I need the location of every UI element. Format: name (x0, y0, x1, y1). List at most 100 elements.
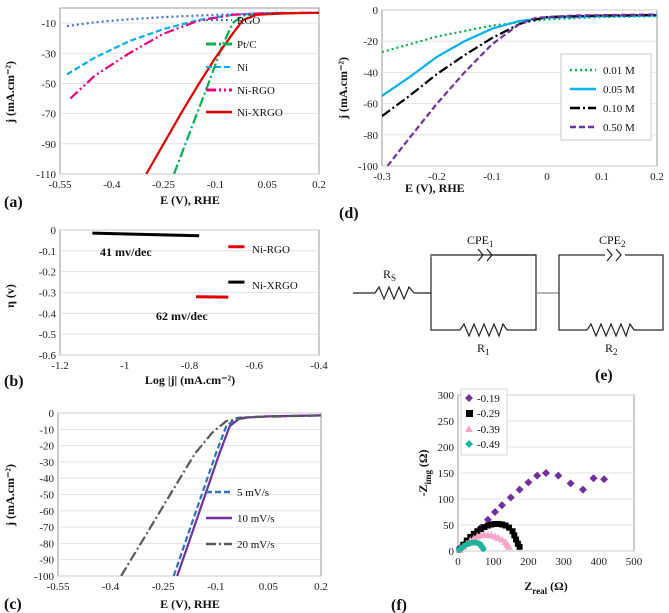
annotation-62-mv-dec: 62 mv/dec (156, 309, 208, 323)
data-point-029 (513, 536, 520, 543)
x-tick-label: -0.8 (181, 360, 199, 372)
data-point-029 (484, 522, 491, 529)
label-r2: R2 (605, 341, 618, 357)
y-tick-label: -80 (363, 130, 378, 142)
x-tick-label: 0 (544, 171, 550, 183)
panel-label-c: (c) (4, 596, 22, 613)
y-tick-label: -60 (363, 99, 378, 111)
data-point-029 (491, 520, 498, 527)
legend-frame (560, 53, 652, 141)
panel-label-a: (a) (4, 194, 23, 210)
cpe1-symbol (477, 248, 484, 262)
x-tick-label: -0.55 (47, 581, 70, 593)
data-point-029 (509, 528, 516, 535)
y-tick-label: -40 (39, 473, 54, 485)
legend-label-ni-xrgo: Ni-XRGO (237, 107, 283, 119)
x-tick-label: 400 (591, 556, 608, 568)
x-tick-label: -0.1 (207, 581, 224, 593)
y-tick-label: -90 (39, 555, 54, 567)
label-rs: RS (383, 267, 396, 283)
y-ticks: 0 -10 -20 -30 -40 -50 -60 -70 -80 -90 -100 (34, 408, 321, 583)
legend-label-20mvs: 20 mV/s (237, 539, 275, 551)
x-tick-label: -0.6 (246, 360, 264, 372)
data-point-019 (515, 485, 524, 494)
series-group (66, 11, 319, 174)
legend-label-ni: Ni (237, 62, 248, 74)
y-tick-label: -110 (36, 169, 56, 181)
y-tick-label: -0.6 (39, 350, 57, 362)
panel-label-e: (e) (595, 367, 613, 384)
x-tick-label: -0.1 (207, 179, 224, 191)
data-point-019 (600, 475, 609, 484)
y-tick-label: -0.3 (39, 288, 57, 300)
x-tick-label: -1.2 (51, 360, 68, 372)
x-tick-label: -0.1 (483, 171, 500, 183)
legend-label-5mvs: 5 mV/s (237, 487, 269, 499)
x-ticks: -1.2 -1 -0.8 -0.6 -0.4 (51, 360, 328, 372)
y-tick-label: -90 (41, 139, 56, 151)
y-axis-label: η (v) (3, 284, 17, 308)
data-point-029 (514, 540, 521, 547)
legend-label-010m: 0.10 M (603, 103, 635, 115)
cpe2-symbol (606, 248, 613, 262)
series-group (382, 13, 657, 166)
parallel-block-2 (558, 254, 664, 331)
y-tick-label: -60 (39, 506, 54, 518)
y-tick-label: -20 (39, 441, 54, 453)
label-cpe1: CPE1 (467, 235, 494, 249)
x-tick-label: -0.55 (49, 179, 72, 191)
series-line-ni-xrgo (145, 11, 319, 174)
legend: 0.01 M 0.05 M 0.10 M 0.50 M (560, 53, 652, 141)
x-tick-label: 300 (555, 556, 572, 568)
legend-label-ni-rgo: Ni-RGO (252, 244, 290, 256)
y-axis-label: j (mA.cm⁻²) (336, 57, 350, 120)
legend-marker-019 (465, 394, 473, 402)
legend-label-005m: 0.05 M (603, 84, 635, 96)
x-ticks: -0.3 -0.2 -0.1 0 0.1 0.2 (373, 171, 664, 183)
x-tick-label: 0.05 (258, 179, 278, 191)
x-tick-label: 0.2 (314, 581, 328, 593)
x-tick-label: -0.4 (103, 179, 121, 191)
series-line-ni (66, 11, 319, 76)
label-r1: R1 (477, 341, 490, 357)
y-tick-label: -20 (363, 36, 378, 48)
y-ticks: -10 -30 -50 -70 -90 -110 (36, 18, 319, 181)
series-line-ni-rgo (69, 11, 319, 100)
data-point-019 (542, 469, 550, 477)
panel-a-plot: -10 -30 -50 -70 -90 -110 -0.55 -0.4 -0.25 -0.1 0.… (3, 7, 326, 210)
cpe2-symbol-2 (615, 248, 622, 262)
panel-label-b: (b) (4, 373, 24, 390)
y-tick-label: -30 (41, 48, 56, 60)
y-tick-label: -10 (39, 424, 54, 436)
y-axis-label: -Zimg (Ω) (416, 449, 433, 496)
x-tick-label: 100 (485, 556, 502, 568)
legend-label-039: -0.39 (477, 424, 500, 436)
plot-frame (59, 7, 320, 175)
resistor-rs (374, 285, 415, 301)
series-line-rgo (66, 11, 319, 28)
y-tick-label: 0 (49, 408, 55, 420)
series-line-0-01-m (382, 15, 657, 54)
data-point-019 (566, 479, 575, 488)
panel-a-chart: -10 -30 -50 -70 -90 -110 -0.55 -0.4 -0.25 -0.1 0.… (3, 7, 326, 210)
x-tick-label: 200 (520, 556, 537, 568)
x-tick-label: 0 (455, 556, 461, 568)
series-line-20-mv-s (120, 414, 321, 576)
data-point-029 (516, 543, 523, 550)
x-tick-label: -0.4 (102, 581, 120, 593)
label-cpe2: CPE2 (599, 235, 626, 249)
series-group (455, 469, 609, 553)
panel-e-circuit: RS CPE1 R1 CPE2 R2 (e) (353, 235, 664, 384)
y-tick-label: 0 (449, 546, 455, 558)
parallel-block-1 (430, 254, 537, 331)
legend-marker-039 (465, 425, 473, 432)
y-tick-label: 250 (438, 416, 455, 428)
y-tick-label: 150 (438, 468, 455, 480)
series-line-pt-c (172, 11, 319, 174)
data-point-019 (578, 485, 587, 494)
legend-label-ni-rgo: Ni-RGO (237, 85, 275, 97)
series-line-0-10-m (382, 13, 657, 117)
data-point-029 (477, 526, 484, 533)
panel-d-chart: 0 -20 -40 -60 -80 -100 -0.3 -0.2 -0.1 0 0.1 0.2 0.… (336, 5, 664, 222)
data-point-039 (505, 542, 514, 550)
